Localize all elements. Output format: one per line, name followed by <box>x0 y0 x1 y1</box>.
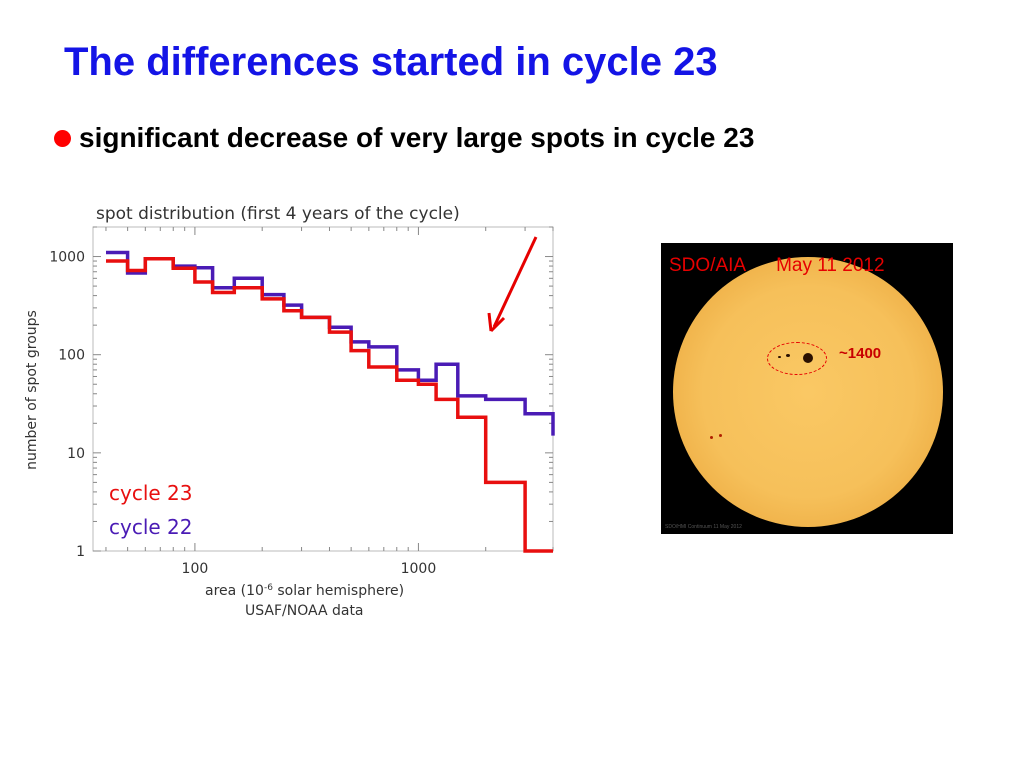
spot-area-label: ~1400 <box>839 345 882 362</box>
chart-title: spot distribution (first 4 years of the … <box>96 204 460 224</box>
y-tick-label: 10 <box>67 446 85 462</box>
legend-cycle-22: cycle 22 <box>109 515 193 539</box>
caption-date: May 11 2012 <box>776 255 885 276</box>
arrow-down-icon <box>487 312 506 333</box>
series-line-cycle-22 <box>106 250 555 436</box>
image-credit: SDO/HMI Continuum 11 May 2012 <box>665 524 742 530</box>
y-axis-label: number of spot groups <box>24 310 40 470</box>
sun-image-panel: SDO/AIA May 11 2012 ~1400 SDO/HMI Continu… <box>661 243 953 534</box>
y-tick-label: 1 <box>76 544 85 560</box>
sun-disk <box>673 257 943 527</box>
legend-cycle-23: cycle 23 <box>109 481 193 505</box>
sunspot-small <box>719 434 722 437</box>
pointer-arrow-line <box>492 236 538 328</box>
plot-frame <box>92 226 554 552</box>
spot-highlight-ellipse <box>767 342 827 375</box>
bullet-item: significant decrease of very large spots… <box>54 122 754 154</box>
sunspot-small <box>710 436 713 439</box>
bullet-dot-icon <box>54 129 71 147</box>
bullet-text: significant decrease of very large spots… <box>79 122 755 153</box>
series-line-cycle-23 <box>106 256 553 553</box>
x-tick-label: 100 <box>182 561 209 577</box>
slide-title: The differences started in cycle 23 <box>64 40 718 84</box>
axes: 100 1000 1 10 100 1000 <box>49 226 554 577</box>
x-axis-label: area (10-6 solar hemisphere) <box>205 583 404 599</box>
series-group <box>106 250 555 553</box>
y-tick-label: 100 <box>58 348 85 364</box>
sun-image-caption: SDO/AIA May 11 2012 <box>669 255 939 277</box>
caption-instrument: SDO/AIA <box>669 255 747 276</box>
x-tick-label: 1000 <box>401 561 437 577</box>
data-source-label: USAF/NOAA data <box>245 603 364 619</box>
y-tick-label: 1000 <box>49 250 85 266</box>
spot-distribution-chart: spot distribution (first 4 years of the … <box>24 204 555 619</box>
